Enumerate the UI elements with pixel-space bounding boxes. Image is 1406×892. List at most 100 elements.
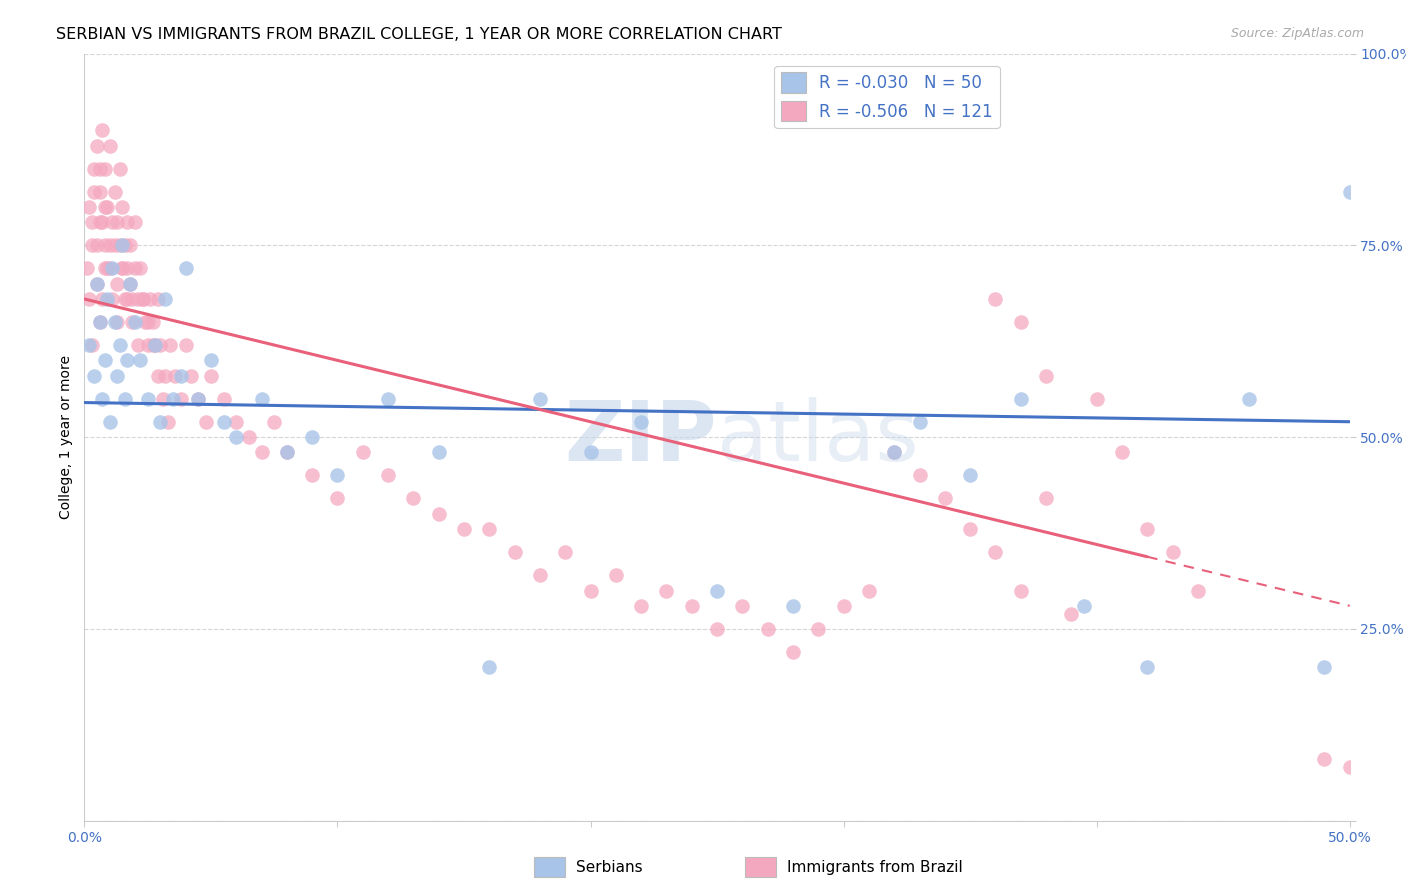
Point <box>121 292 143 306</box>
Point <box>105 277 128 291</box>
Point <box>250 392 273 406</box>
Point <box>152 392 174 406</box>
Point <box>301 468 323 483</box>
Point <box>98 238 121 252</box>
Point <box>529 568 551 582</box>
Point <box>83 368 105 383</box>
Point <box>142 315 165 329</box>
Point <box>187 392 209 406</box>
Point <box>93 161 115 176</box>
Point <box>1161 545 1184 559</box>
Point <box>136 315 159 329</box>
Point <box>159 338 181 352</box>
Point <box>83 161 105 176</box>
Point <box>934 491 956 506</box>
Point <box>731 599 754 613</box>
Point <box>108 238 131 252</box>
Point <box>655 583 678 598</box>
Point <box>212 392 235 406</box>
Point <box>91 215 114 229</box>
Point <box>1237 392 1260 406</box>
Point <box>276 445 298 459</box>
Point <box>706 583 728 598</box>
Point <box>91 123 114 137</box>
Text: Source: ZipAtlas.com: Source: ZipAtlas.com <box>1230 27 1364 40</box>
Point <box>554 545 576 559</box>
Point <box>959 468 981 483</box>
Point <box>104 238 127 252</box>
Point <box>80 238 103 252</box>
Point <box>101 261 124 276</box>
Point <box>124 315 146 329</box>
Point <box>1035 368 1057 383</box>
Point <box>89 161 111 176</box>
Point <box>89 215 111 229</box>
Point <box>1035 491 1057 506</box>
Point <box>80 215 103 229</box>
Point <box>250 445 273 459</box>
Point <box>93 261 115 276</box>
Point <box>131 292 153 306</box>
Point <box>146 368 169 383</box>
Point <box>959 522 981 536</box>
Point <box>127 292 149 306</box>
Point <box>136 392 159 406</box>
Point <box>174 338 197 352</box>
Text: Serbians: Serbians <box>576 860 643 874</box>
Point <box>143 338 166 352</box>
Point <box>162 392 184 406</box>
Point <box>1060 607 1083 621</box>
Point <box>756 622 779 636</box>
Point <box>91 292 114 306</box>
Point <box>630 415 652 429</box>
Point <box>86 238 108 252</box>
Legend: R = -0.030   N = 50, R = -0.506   N = 121: R = -0.030 N = 50, R = -0.506 N = 121 <box>775 66 1000 128</box>
Point <box>165 368 187 383</box>
Point <box>79 200 101 214</box>
Point <box>91 392 114 406</box>
Point <box>706 622 728 636</box>
Point <box>149 338 172 352</box>
Point <box>111 261 134 276</box>
Point <box>200 368 222 383</box>
Point <box>79 338 101 352</box>
Point <box>105 315 128 329</box>
Point <box>149 415 172 429</box>
Point <box>117 215 139 229</box>
Point <box>101 292 124 306</box>
Point <box>377 392 399 406</box>
Point <box>156 415 179 429</box>
Point <box>1136 660 1159 674</box>
Point <box>117 353 139 368</box>
Point <box>238 430 260 444</box>
Point <box>174 261 197 276</box>
Point <box>630 599 652 613</box>
Point <box>93 353 115 368</box>
Point <box>352 445 374 459</box>
Point <box>121 315 143 329</box>
Point <box>79 292 101 306</box>
Point <box>117 292 139 306</box>
Point <box>124 261 146 276</box>
Point <box>89 185 111 199</box>
Point <box>169 368 191 383</box>
Point <box>605 568 627 582</box>
Point <box>96 200 118 214</box>
Point <box>529 392 551 406</box>
Point <box>427 445 450 459</box>
Point <box>326 491 349 506</box>
Point <box>807 622 830 636</box>
Point <box>104 185 127 199</box>
Point <box>427 507 450 521</box>
Point <box>89 315 111 329</box>
Y-axis label: College, 1 year or more: College, 1 year or more <box>59 355 73 519</box>
Point <box>118 238 141 252</box>
Point <box>118 277 141 291</box>
Point <box>86 277 108 291</box>
Point <box>908 415 931 429</box>
Point <box>143 338 166 352</box>
Point <box>478 660 501 674</box>
Point <box>984 292 1007 306</box>
Point <box>118 277 141 291</box>
Point <box>101 215 124 229</box>
